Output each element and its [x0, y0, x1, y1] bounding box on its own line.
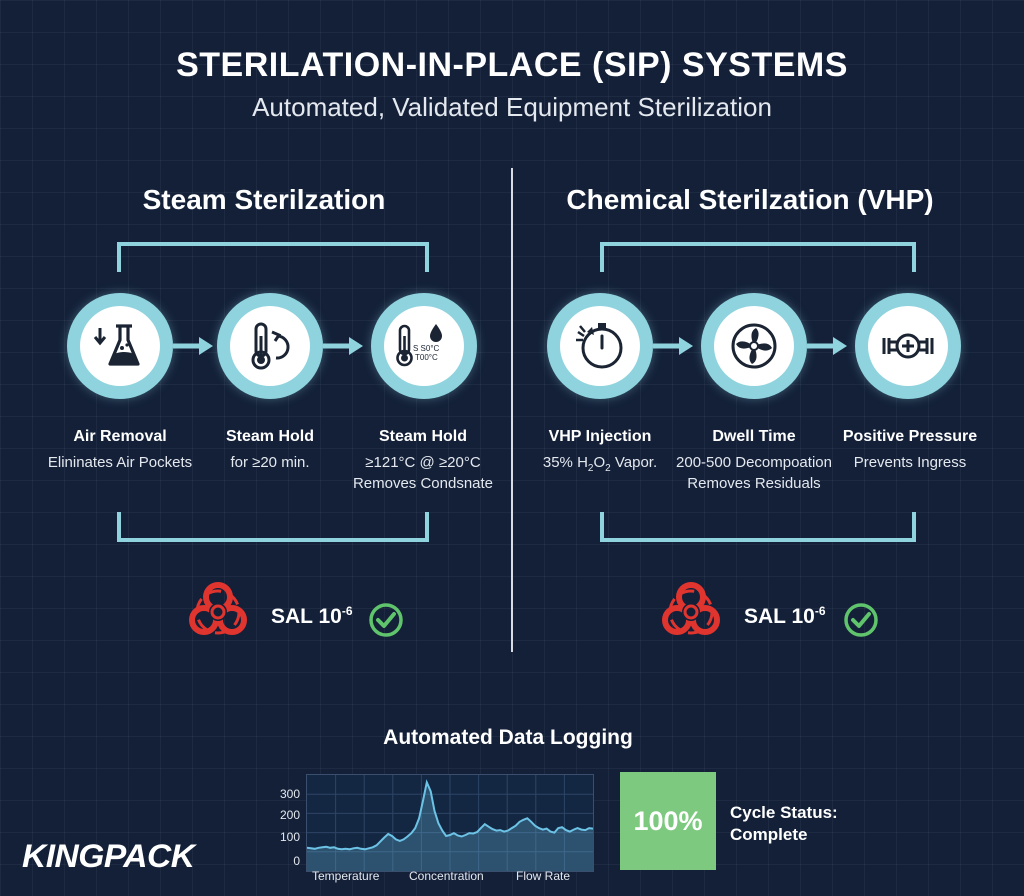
x-label-flow-rate: Flow Rate	[516, 869, 571, 883]
check-icon	[844, 603, 878, 637]
chemical-top-bracket	[600, 242, 916, 272]
chemical-step-2-desc-2: Removes Residuals	[687, 475, 821, 492]
check-icon	[369, 603, 403, 637]
biohazard-icon	[662, 582, 720, 635]
y-tick-0: 0	[293, 854, 300, 868]
h2o2-sub-1: 2	[587, 463, 594, 474]
chemical-arrow-2	[807, 337, 847, 355]
cycle-status-label: Cycle Status:	[730, 803, 838, 822]
h2o2-desc-mid: O	[593, 454, 606, 471]
cycle-status-value: Complete	[730, 825, 808, 844]
steam-step-2-node	[217, 293, 323, 399]
data-log-chart	[306, 774, 594, 872]
step-3-icon-text-2: T00°C	[415, 353, 438, 362]
data-log-chart-svg	[306, 775, 594, 871]
biohazard-icon	[189, 582, 247, 635]
section-divider	[511, 168, 513, 652]
steam-step-3-node: S S0°C T00°C	[371, 293, 477, 399]
step-3-icon-text-1: S S0°C	[413, 344, 440, 353]
steam-step-3-desc-2: Removes Condsnate	[352, 475, 494, 492]
fan-icon	[731, 323, 777, 369]
page-title: STERILATION-IN-PLACE (SIP) SYSTEMS	[176, 46, 848, 84]
chemical-step-2-node	[701, 293, 807, 399]
thermometer-cycle-icon	[251, 322, 290, 370]
h2o2-desc-post: Vapor.	[610, 454, 658, 471]
steam-sal-value: SAL 10-6	[271, 604, 353, 629]
steam-bottom-bracket	[117, 512, 429, 542]
thermometer-drop-icon: S S0°C T00°C	[396, 324, 442, 367]
chemical-step-3-desc: Prevents Ingress	[853, 454, 967, 471]
steam-arrow-2	[323, 337, 363, 355]
steam-top-bracket	[117, 242, 429, 272]
steam-arrow-1	[173, 337, 213, 355]
y-tick-200: 200	[279, 808, 300, 822]
chemical-step-3-node	[855, 293, 961, 399]
chemical-step-3-label: Positive Pressure	[842, 428, 978, 445]
chemical-section-title: Chemical Sterilzation (VHP)	[566, 184, 934, 215]
chemical-step-1-desc: 35% H2O2 Vapor.	[505, 451, 695, 481]
chemical-step-2-desc-1: 200-500 Decompoation	[676, 454, 832, 471]
y-tick-100: 100	[279, 830, 300, 844]
steam-step-3-label: Steam Hold	[378, 428, 467, 445]
cycle-status-badge: 100%	[620, 772, 716, 870]
steam-step-1-desc: Elininates Air Pockets	[47, 454, 193, 471]
cycle-status-text: Cycle Status: Complete	[730, 802, 838, 846]
chemical-sal-label: SAL 10	[744, 605, 815, 628]
chemical-step-2-label: Dwell Time	[712, 428, 796, 445]
chart-series-line	[306, 779, 594, 851]
chemical-step-1-label: VHP Injection	[548, 428, 652, 445]
h2o2-sub-2: 2	[605, 463, 611, 474]
chemical-arrow-1	[653, 337, 693, 355]
chemical-step-1-node	[547, 293, 653, 399]
chemical-bottom-bracket	[600, 512, 916, 542]
steam-step-2-label: Steam Hold	[225, 428, 314, 445]
chemical-sal-exponent: -6	[814, 604, 826, 618]
chart-area-fill	[307, 782, 593, 871]
brand-logo: KINGPACK	[22, 838, 195, 874]
steam-sal-exponent: -6	[341, 604, 353, 618]
flask-icon	[93, 324, 140, 366]
y-tick-300: 300	[279, 787, 300, 801]
steam-sal-label: SAL 10	[271, 605, 342, 628]
steam-section-title: Steam Sterilzation	[142, 184, 386, 215]
x-label-concentration: Concentration	[409, 869, 484, 883]
page-subtitle: Automated, Validated Equipment Steriliza…	[252, 92, 772, 122]
valve-icon	[882, 333, 934, 359]
chemical-sal-value: SAL 10-6	[744, 604, 826, 629]
steam-step-1-node	[67, 293, 173, 399]
steam-step-2-desc: for ≥20 min.	[230, 454, 310, 471]
steam-step-1-label: Air Removal	[73, 428, 167, 445]
h2o2-desc-pre: 35% H	[542, 454, 588, 471]
x-label-temperature: Temperature	[312, 869, 380, 883]
data-logging-title: Automated Data Logging	[383, 726, 633, 749]
timer-icon	[576, 323, 623, 369]
steam-step-3-desc-1: ≥121°C @ ≥20°C	[365, 454, 481, 471]
